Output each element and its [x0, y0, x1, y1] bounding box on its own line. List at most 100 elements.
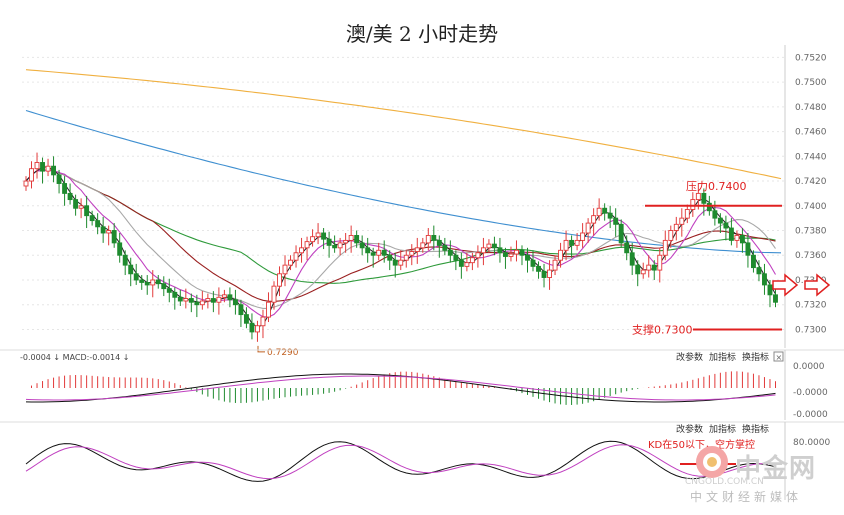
- candlestick: [635, 264, 641, 275]
- candlestick: [166, 288, 172, 293]
- candlestick: [194, 301, 200, 306]
- panel-button: 加指标: [709, 351, 736, 363]
- macd-y-tick: 0.0000: [793, 362, 825, 372]
- y-tick-label: 0.7360: [795, 251, 827, 261]
- candlestick: [337, 242, 343, 249]
- candlestick: [199, 300, 205, 306]
- candlestick: [56, 174, 62, 184]
- candlestick: [657, 254, 663, 271]
- macd-header: -0.0004 ↓ MACD:-0.0014 ↓: [20, 353, 129, 362]
- candlestick: [585, 222, 591, 234]
- candlestick: [381, 249, 387, 256]
- candlestick: [668, 230, 674, 241]
- candlestick: [607, 212, 613, 219]
- candlestick: [133, 273, 139, 281]
- candlestick: [514, 249, 519, 255]
- candlestick: [282, 264, 288, 275]
- watermark-name: 中金网: [735, 454, 817, 484]
- panel-button: 换指标: [742, 351, 769, 363]
- moving-average-line: [25, 169, 776, 302]
- candlestick: [100, 226, 106, 234]
- candlestick: [150, 279, 156, 286]
- candlestick: [117, 242, 123, 256]
- candlestick: [547, 269, 552, 278]
- candlestick: [359, 242, 365, 249]
- candlestick: [95, 220, 101, 228]
- candlestick: [205, 298, 211, 302]
- macd-y-tick: -0.0000: [793, 388, 828, 398]
- candlestick: [591, 215, 597, 224]
- candlestick: [354, 235, 360, 244]
- candlestick: [210, 298, 216, 303]
- candlestick: [183, 298, 189, 302]
- candlestick: [695, 192, 701, 201]
- candlestick: [519, 249, 525, 256]
- candlestick: [365, 247, 371, 254]
- moving-average-line: [25, 69, 782, 180]
- candlestick: [690, 199, 696, 210]
- candlestick: [128, 264, 134, 275]
- candlestick: [706, 202, 712, 212]
- candlestick: [172, 291, 178, 298]
- panel-button: 加指标: [709, 423, 736, 435]
- candlestick: [45, 165, 51, 172]
- main-grid: [22, 45, 786, 348]
- candlestick: [392, 259, 398, 266]
- candlestick: [684, 209, 690, 219]
- candlestick: [739, 235, 745, 244]
- y-tick-label: 0.7400: [795, 202, 827, 212]
- moving-average-line: [25, 109, 782, 254]
- y-tick-label: 0.7480: [795, 103, 827, 113]
- annotations: 压力0.7400 支撑0.7300 0.7290: [257, 180, 831, 358]
- candlestick: [442, 244, 448, 251]
- candlestick: [563, 239, 569, 251]
- watermark-tagline: 中文财经新媒体: [690, 490, 803, 504]
- candlestick: [161, 283, 167, 290]
- candlestick: [23, 180, 29, 187]
- candlestick: [773, 294, 778, 303]
- candlestick: [266, 301, 271, 318]
- candlestick: [188, 298, 194, 303]
- candlestick: [315, 232, 321, 238]
- candlestick: [596, 207, 602, 217]
- candlestick: [447, 249, 453, 256]
- candlestick: [436, 239, 442, 246]
- candlestick: [480, 247, 486, 254]
- candlestick: [640, 269, 646, 275]
- moving-average-lines: [25, 69, 782, 328]
- candlestick: [569, 239, 575, 246]
- candlestick: [304, 241, 310, 249]
- resistance-label: 压力0.7400: [686, 180, 747, 193]
- watermark-url: CNGOLD.COM.CN: [685, 477, 764, 487]
- candlestick: [723, 222, 729, 229]
- candlestick: [51, 165, 57, 176]
- candlestick: [370, 252, 376, 256]
- chart-title: 澳/美 2 小时走势: [345, 22, 499, 46]
- candlestick: [144, 282, 150, 286]
- panel-button: 换指标: [742, 423, 769, 435]
- candlestick: [613, 217, 619, 225]
- y-tick-label: 0.7300: [795, 325, 827, 335]
- candlestick: [62, 183, 68, 194]
- candlestick: [431, 235, 437, 241]
- candlestick: [414, 247, 420, 252]
- candlestick: [89, 215, 95, 222]
- candlestick: [458, 259, 464, 267]
- candlestick: [475, 252, 481, 259]
- y-tick-label: 0.7500: [795, 78, 827, 88]
- candlestick: [717, 217, 723, 224]
- candlestick: [552, 259, 558, 271]
- candlestick: [469, 257, 475, 264]
- candlestick: [139, 279, 145, 283]
- candlestick: [646, 264, 652, 271]
- candlestick: [734, 235, 740, 241]
- candlestick: [326, 238, 332, 246]
- macd-panel: -0.0004 ↓ MACD:-0.0014 ↓ 改参数 加指标 换指标 × 0.0000…: [0, 349, 844, 420]
- candlestick: [343, 239, 349, 244]
- candlestick: [403, 254, 409, 261]
- candlestick: [679, 217, 685, 225]
- candlestick: [530, 259, 536, 267]
- candlestick: [618, 223, 624, 244]
- low-label: 0.7290: [267, 348, 299, 358]
